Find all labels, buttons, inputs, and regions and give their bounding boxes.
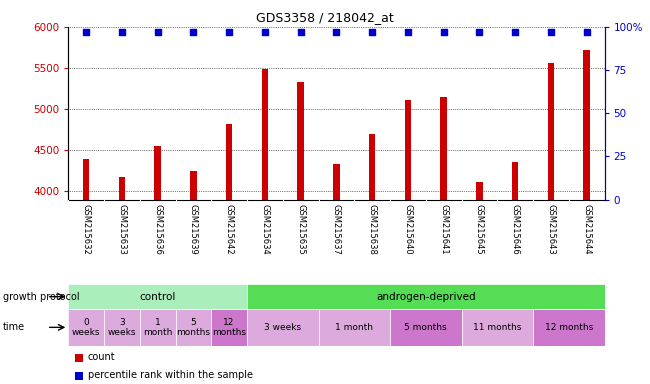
Text: GSM215640: GSM215640 — [404, 204, 412, 255]
Bar — [262, 69, 268, 200]
Bar — [247, 284, 604, 309]
Point — [224, 29, 234, 35]
Bar — [369, 134, 375, 200]
Point — [367, 29, 377, 35]
Point — [152, 29, 162, 35]
Text: androgen-deprived: androgen-deprived — [376, 291, 476, 302]
Point — [438, 29, 448, 35]
Text: count: count — [88, 352, 116, 362]
Text: 11 months: 11 months — [473, 323, 521, 332]
Point — [331, 29, 342, 35]
Bar — [176, 309, 211, 346]
Bar — [83, 159, 89, 200]
Point — [117, 29, 127, 35]
Bar — [211, 309, 247, 346]
Text: 5 months: 5 months — [404, 323, 447, 332]
Point — [259, 29, 270, 35]
Text: control: control — [140, 291, 176, 302]
Bar — [462, 309, 533, 346]
Text: GSM215639: GSM215639 — [189, 204, 198, 255]
Point — [81, 29, 91, 35]
Point — [188, 29, 199, 35]
Text: GSM215645: GSM215645 — [475, 204, 484, 255]
Bar — [405, 100, 411, 200]
Bar — [140, 309, 176, 346]
Text: time: time — [3, 322, 25, 333]
Bar — [333, 164, 339, 200]
Text: GSM215637: GSM215637 — [332, 204, 341, 255]
Text: GSM215646: GSM215646 — [511, 204, 519, 255]
Bar — [68, 309, 104, 346]
Point — [295, 29, 306, 35]
Text: 3 weeks: 3 weeks — [264, 323, 302, 332]
Text: GSM215644: GSM215644 — [582, 204, 591, 255]
Bar — [247, 309, 318, 346]
Bar — [104, 309, 140, 346]
Bar — [318, 309, 390, 346]
Point — [402, 29, 413, 35]
Text: 5
months: 5 months — [176, 318, 211, 337]
Bar — [119, 177, 125, 200]
Bar — [298, 82, 304, 200]
Bar — [476, 182, 482, 200]
Text: GSM215638: GSM215638 — [368, 204, 376, 255]
Text: 1 month: 1 month — [335, 323, 373, 332]
Point — [510, 29, 520, 35]
Bar — [226, 124, 232, 200]
Text: GSM215633: GSM215633 — [118, 204, 126, 255]
Bar — [155, 146, 161, 200]
Text: GSM215641: GSM215641 — [439, 204, 448, 255]
Bar — [441, 97, 447, 200]
Text: percentile rank within the sample: percentile rank within the sample — [88, 370, 253, 380]
Text: GSM215632: GSM215632 — [82, 204, 90, 255]
Bar — [68, 284, 247, 309]
Text: GSM215636: GSM215636 — [153, 204, 162, 255]
Point — [546, 29, 556, 35]
Bar — [390, 309, 462, 346]
Text: 12 months: 12 months — [545, 323, 593, 332]
Text: GSM215635: GSM215635 — [296, 204, 305, 255]
Text: 0
weeks: 0 weeks — [72, 318, 100, 337]
Bar — [533, 309, 604, 346]
Text: GSM215642: GSM215642 — [225, 204, 233, 255]
Text: GSM215634: GSM215634 — [261, 204, 269, 255]
Text: growth protocol: growth protocol — [3, 291, 80, 302]
Bar — [512, 162, 518, 200]
Text: GDS3358 / 218042_at: GDS3358 / 218042_at — [256, 12, 394, 25]
Bar — [190, 171, 196, 200]
Point — [581, 29, 592, 35]
Point — [474, 29, 485, 35]
Text: GSM215643: GSM215643 — [547, 204, 555, 255]
Text: 3
weeks: 3 weeks — [108, 318, 136, 337]
Bar — [584, 50, 590, 200]
Bar — [548, 63, 554, 200]
Text: 1
month: 1 month — [143, 318, 172, 337]
Text: 12
months: 12 months — [212, 318, 246, 337]
